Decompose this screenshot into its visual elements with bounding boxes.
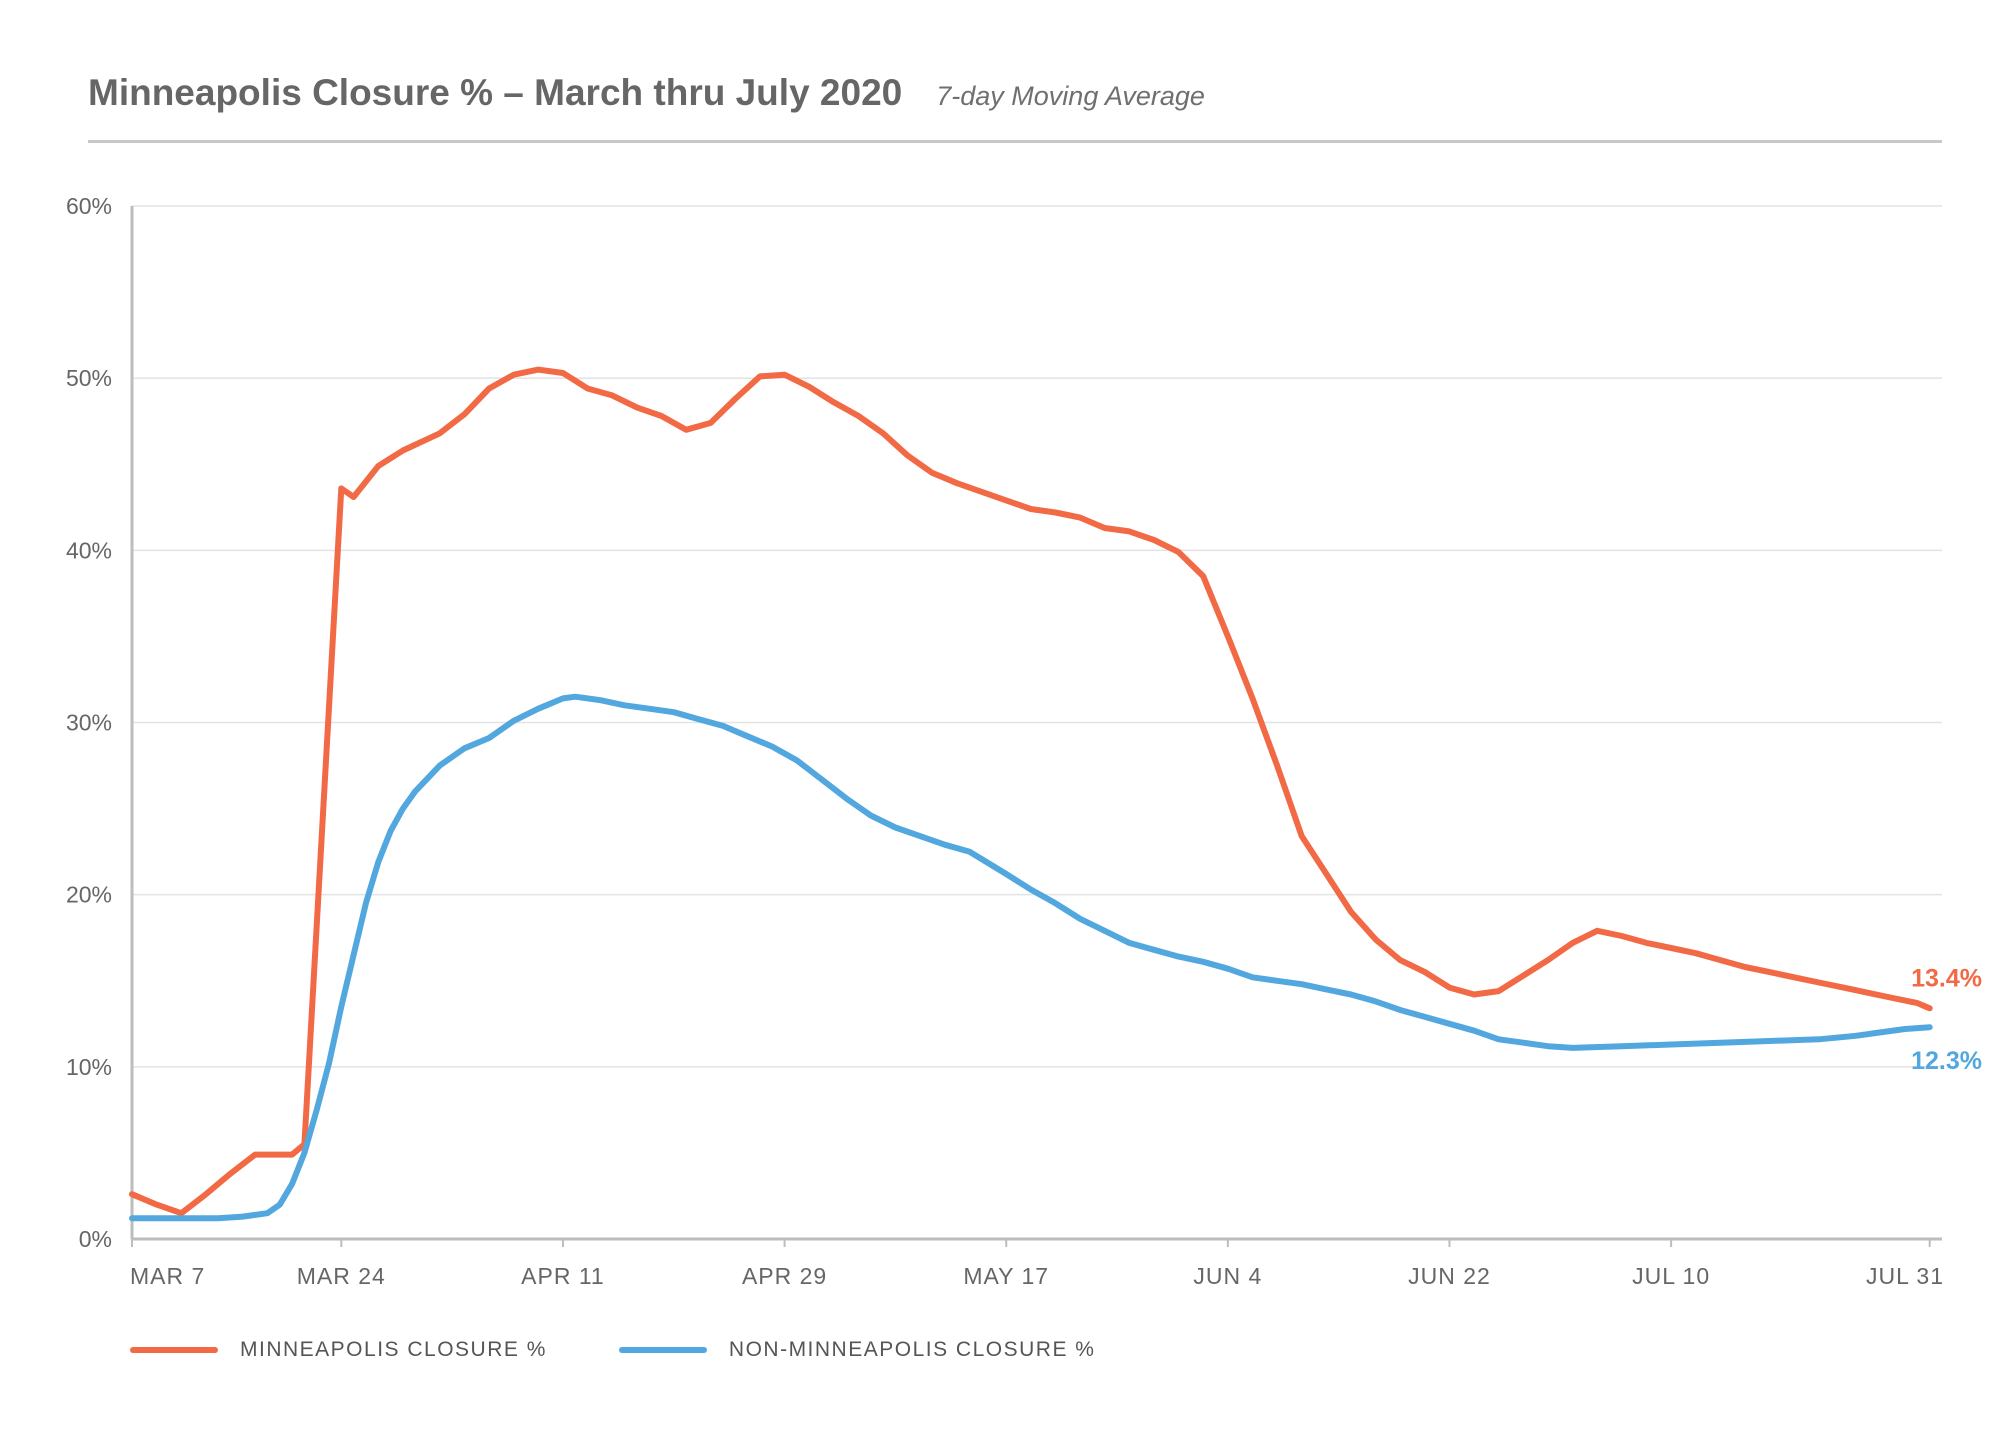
y-tick-label: 50% xyxy=(66,365,112,391)
x-tick-label: JUN 4 xyxy=(1193,1263,1262,1289)
legend-item-non-minneapolis: NON-MINNEAPOLIS CLOSURE % xyxy=(618,1338,1096,1362)
end-labels: 13.4% 12.3% xyxy=(1911,964,1982,1075)
x-tick-label: MAR 24 xyxy=(297,1263,386,1289)
x-tick-label: MAR 7 xyxy=(130,1263,205,1289)
y-tick-label: 40% xyxy=(66,537,112,563)
chart-subtitle: 7-day Moving Average xyxy=(936,81,1205,111)
x-tick-label: JUN 22 xyxy=(1408,1263,1491,1289)
y-tick-labels: 0% 10% 20% 30% 40% 50% 60% xyxy=(66,193,112,1252)
series-line-non-minneapolis xyxy=(129,693,1933,1222)
x-tick-label: APR 29 xyxy=(742,1263,827,1289)
y-tick-label: 30% xyxy=(66,710,112,736)
title-row: Minneapolis Closure % – March thru July … xyxy=(88,72,1205,114)
x-tick-label: JUL 31 xyxy=(1866,1263,1944,1289)
axes xyxy=(130,206,1942,1247)
end-label-minneapolis: 13.4% xyxy=(1911,964,1982,992)
grid-lines xyxy=(132,205,1942,1068)
legend-label-minneapolis: MINNEAPOLIS CLOSURE % xyxy=(240,1338,547,1361)
y-tick-label: 20% xyxy=(66,882,112,908)
chart-title: Minneapolis Closure % – March thru July … xyxy=(88,72,903,113)
x-tick-label: MAY 17 xyxy=(963,1263,1049,1289)
x-tick-labels: MAR 7 MAR 24 APR 11 APR 29 MAY 17 JUN 4 JUN 22… xyxy=(130,1263,1944,1289)
legend: MINNEAPOLIS CLOSURE % NON-MINNEAPOLIS CL… xyxy=(130,1338,1167,1362)
legend-swatch-minneapolis xyxy=(130,1347,218,1353)
legend-label-non-minneapolis: NON-MINNEAPOLIS CLOSURE % xyxy=(728,1338,1096,1361)
y-tick-label: 60% xyxy=(66,193,112,219)
series-line-minneapolis xyxy=(129,366,1933,1217)
series-lines xyxy=(129,366,1933,1222)
x-tick-label: JUL 10 xyxy=(1632,1263,1710,1289)
y-tick-label: 10% xyxy=(66,1054,112,1080)
legend-swatch-non-minneapolis xyxy=(618,1347,707,1353)
x-tick-label: APR 11 xyxy=(521,1263,605,1289)
end-label-non-minneapolis: 12.3% xyxy=(1911,1047,1982,1075)
y-tick-label: 0% xyxy=(79,1226,112,1252)
legend-item-minneapolis: MINNEAPOLIS CLOSURE % xyxy=(130,1338,547,1362)
title-divider xyxy=(88,140,1942,143)
